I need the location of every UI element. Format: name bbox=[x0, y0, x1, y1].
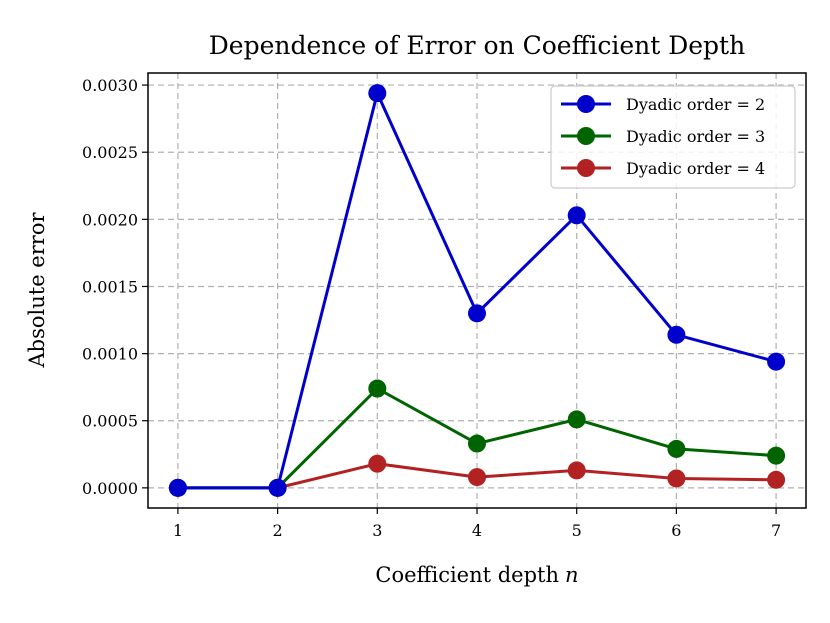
data-point bbox=[468, 468, 486, 487]
data-point bbox=[368, 84, 387, 103]
data-point bbox=[468, 304, 486, 323]
legend: Dyadic order = 2 Dyadic order = 3 Dyadic o… bbox=[550, 85, 796, 189]
data-point bbox=[567, 410, 586, 429]
x-axis-variable: n bbox=[565, 563, 579, 587]
y-axis-label: Absolute error bbox=[25, 212, 49, 369]
x-tick-label: 7 bbox=[771, 521, 781, 540]
x-tick-label: 5 bbox=[572, 521, 582, 540]
data-point bbox=[767, 446, 786, 465]
chart-title: Dependence of Error on Coefficient Depth bbox=[209, 31, 745, 60]
data-point bbox=[667, 469, 686, 488]
data-point bbox=[268, 478, 287, 497]
y-tick-label: 0.0030 bbox=[82, 76, 138, 95]
data-point bbox=[667, 439, 686, 458]
legend-marker bbox=[577, 127, 595, 145]
data-point bbox=[468, 434, 486, 453]
x-axis-label-text: Coefficient depth bbox=[375, 563, 559, 587]
data-point bbox=[567, 461, 586, 480]
y-tick-label: 0.0025 bbox=[82, 143, 138, 162]
axis-ticks: 1 2 3 4 5 6 7 0.0000 0.0005 0.0010 0.0015 0.0020 0.0… bbox=[82, 76, 781, 540]
x-tick-label: 4 bbox=[472, 521, 482, 540]
y-tick-label: 0.0020 bbox=[82, 210, 138, 229]
data-point bbox=[767, 470, 786, 489]
legend-label: Dyadic order = 2 bbox=[626, 95, 765, 114]
legend-marker bbox=[577, 95, 595, 113]
data-point bbox=[667, 325, 686, 344]
y-tick-label: 0.0010 bbox=[82, 345, 138, 364]
x-tick-label: 3 bbox=[372, 521, 382, 540]
data-point bbox=[567, 206, 586, 225]
data-point bbox=[368, 454, 387, 473]
y-tick-label: 0.0005 bbox=[82, 412, 138, 431]
legend-box bbox=[550, 85, 796, 189]
data-point bbox=[368, 379, 387, 398]
legend-label: Dyadic order = 3 bbox=[626, 127, 765, 146]
y-tick-label: 0.0000 bbox=[82, 479, 138, 498]
x-tick-label: 2 bbox=[273, 521, 283, 540]
legend-marker bbox=[577, 159, 595, 177]
x-tick-label: 6 bbox=[671, 521, 681, 540]
y-tick-label: 0.0015 bbox=[82, 277, 138, 296]
data-point bbox=[767, 352, 786, 371]
data-point bbox=[168, 478, 187, 497]
x-tick-label: 1 bbox=[173, 521, 183, 540]
x-axis-label: Coefficient depth n bbox=[375, 563, 578, 587]
legend-label: Dyadic order = 4 bbox=[626, 159, 765, 178]
series-layer bbox=[168, 84, 786, 497]
